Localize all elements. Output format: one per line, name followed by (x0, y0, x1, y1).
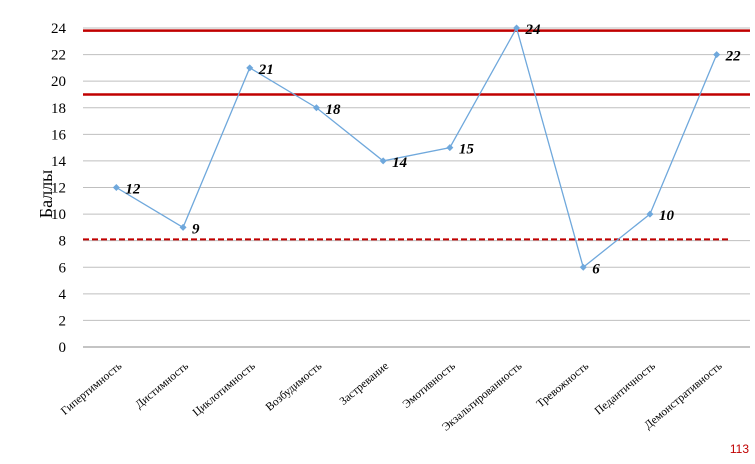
y-tick-label: 20 (51, 74, 66, 90)
y-tick-label: 24 (51, 21, 67, 37)
series-line (116, 26, 718, 269)
data-label: 14 (392, 155, 408, 171)
x-tick-label: Застревание (338, 360, 392, 408)
x-axis-ticks: Гипертимность Дистимность Циклотимность Воз… (59, 360, 725, 434)
grid-lines (83, 27, 750, 348)
page-number: 113 (729, 442, 749, 456)
x-tick-label: Педантичность (593, 360, 658, 417)
data-label: 10 (659, 208, 675, 224)
data-point (446, 144, 454, 152)
y-tick-label: 12 (51, 181, 66, 197)
y-tick-label: 18 (51, 101, 66, 117)
data-point (379, 157, 387, 165)
data-label: 15 (459, 142, 475, 158)
data-label: 24 (525, 22, 542, 38)
y-tick-label: 22 (51, 48, 66, 64)
y-tick-label: 0 (59, 340, 67, 356)
y-tick-label: 10 (51, 207, 66, 223)
y-tick-label: 14 (51, 154, 67, 170)
x-tick-label: Тревожность (535, 360, 592, 410)
data-label: 9 (192, 221, 200, 237)
series: 12 9 21 18 14 15 24 6 10 22 (112, 22, 742, 277)
data-point (312, 104, 320, 112)
y-tick-label: 8 (59, 234, 67, 250)
data-label: 21 (258, 62, 274, 78)
reference-lines (83, 29, 750, 241)
x-tick-label: Возбудимость (264, 360, 325, 414)
data-point (646, 210, 654, 218)
data-point (513, 24, 521, 32)
y-tick-label: 2 (59, 313, 67, 329)
x-tick-label: Дистимность (133, 360, 191, 411)
data-label: 22 (725, 49, 742, 65)
y-axis-label: Баллы (36, 170, 56, 219)
x-tick-label: Гипертимность (59, 360, 124, 418)
y-tick-label: 16 (51, 127, 67, 143)
x-tick-label: Эмотивность (401, 360, 458, 411)
data-label: 6 (592, 261, 600, 277)
data-point (713, 51, 721, 59)
data-point (179, 223, 187, 231)
data-label: 12 (125, 182, 141, 198)
data-label: 18 (325, 102, 341, 118)
data-point (112, 184, 120, 191)
y-tick-label: 6 (59, 260, 67, 276)
data-point (246, 64, 254, 72)
x-tick-label: Циклотимность (191, 360, 258, 419)
data-point (579, 263, 587, 271)
y-tick-label: 4 (59, 287, 67, 303)
